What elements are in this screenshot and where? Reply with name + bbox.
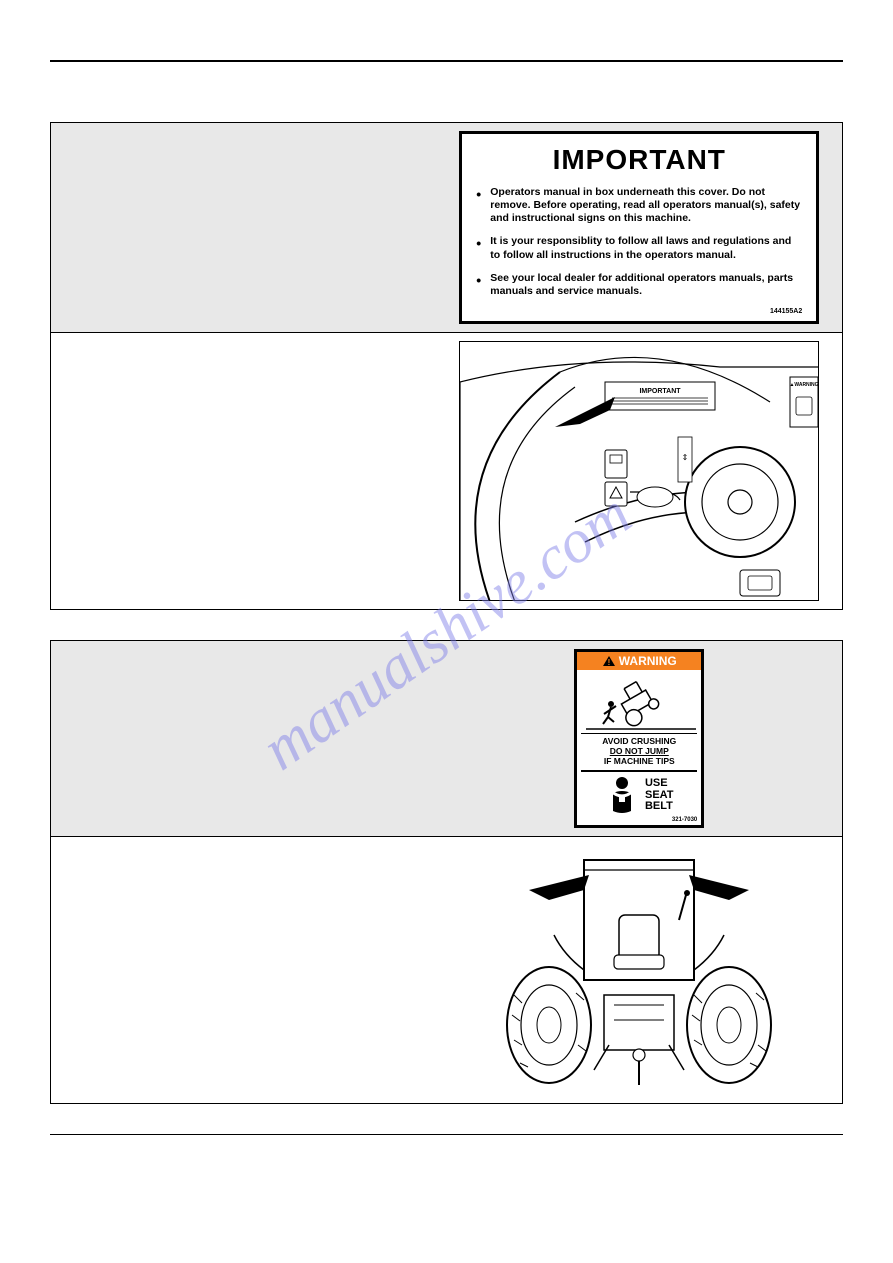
tipping-tractor-icon	[581, 674, 697, 734]
bottom-rule	[50, 1134, 843, 1135]
svg-text:⇕: ⇕	[682, 453, 689, 462]
important-bullet: It is your responsiblity to follow all l…	[476, 235, 802, 261]
tractor-rear-drawing	[494, 845, 784, 1095]
decal-block-2: ! WARNING	[50, 640, 843, 1105]
dash-important-label: IMPORTANT	[640, 388, 682, 395]
block1-bottom-left-spacer	[51, 333, 437, 609]
pointer-arrow-icon	[529, 875, 589, 900]
important-decal: IMPORTANT Operators manual in box undern…	[459, 131, 819, 324]
warning-decal: ! WARNING	[574, 649, 704, 829]
warning-iftips-text: IF MACHINE TIPS	[581, 756, 697, 766]
important-bullet: Operators manual in box underneath this …	[476, 186, 802, 225]
important-bullet: See your local dealer for additional ope…	[476, 272, 802, 298]
pointer-arrow-icon	[555, 397, 615, 427]
important-part-number: 144155A2	[476, 308, 802, 315]
important-title: IMPORTANT	[476, 144, 802, 176]
block2-left-spacer	[51, 641, 437, 837]
rear-tire-left	[507, 967, 591, 1083]
seatbelt-line: USE	[645, 778, 674, 790]
decal-block-1: IMPORTANT Operators manual in box undern…	[50, 122, 843, 610]
warning-avoid-text: AVOID CRUSHING	[581, 736, 697, 746]
seatbelt-line: BELT	[645, 801, 674, 813]
pointer-arrow-icon	[689, 875, 749, 900]
warning-header: ! WARNING	[577, 652, 701, 670]
warning-triangle-icon: !	[602, 655, 616, 667]
svg-text:!: !	[607, 658, 610, 667]
svg-text:▲WARNING: ▲WARNING	[790, 382, 819, 388]
warning-header-text: WARNING	[619, 654, 677, 668]
rear-tire-right	[687, 967, 771, 1083]
top-rule	[50, 60, 843, 62]
block1-left-spacer	[51, 123, 437, 332]
block2-bottom-left-spacer	[51, 837, 437, 1103]
seatbelt-icon	[605, 775, 639, 815]
steering-wheel-drawing: IMPORTANT	[459, 341, 819, 601]
warning-donotjump-text: DO NOT JUMP	[581, 746, 697, 756]
steering-wheel-svg: IMPORTANT	[460, 342, 819, 601]
warning-part-number: 321-7030	[577, 817, 701, 825]
tractor-rear-svg	[494, 845, 784, 1095]
